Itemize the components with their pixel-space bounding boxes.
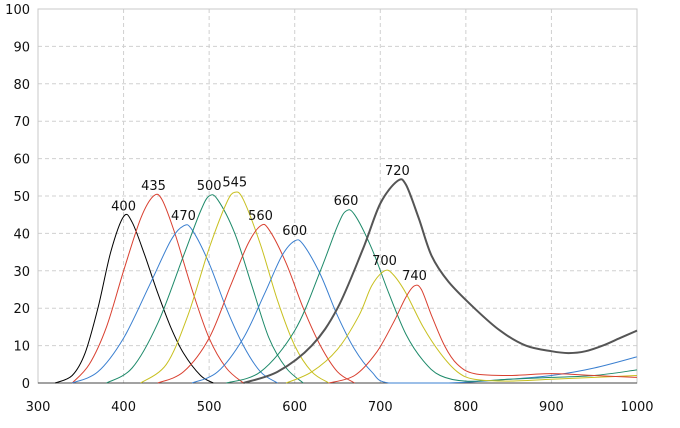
y-tick-label: 60 <box>13 153 30 168</box>
series-line-660 <box>226 209 638 384</box>
y-tick-label: 70 <box>13 115 30 130</box>
series-line-400 <box>54 213 214 384</box>
peak-label-400: 400 <box>111 200 136 215</box>
series-line-560 <box>157 223 355 384</box>
series-line-600 <box>191 239 638 384</box>
peak-label-545: 545 <box>222 175 247 190</box>
series-line-470 <box>71 224 278 384</box>
peak-label-740: 740 <box>402 269 427 284</box>
y-tick-label: 0 <box>22 377 30 392</box>
plot-frame <box>37 8 638 384</box>
gridlines <box>38 9 637 383</box>
peak-label-500: 500 <box>197 179 222 194</box>
y-tick-label: 10 <box>13 340 30 355</box>
y-tick-label: 50 <box>13 190 30 205</box>
series-line-720 <box>243 178 638 384</box>
series-line-500 <box>106 194 304 384</box>
peak-label-600: 600 <box>282 224 307 239</box>
y-tick-label: 40 <box>13 227 30 242</box>
x-tick-label: 700 <box>368 400 393 415</box>
x-tick-label: 300 <box>26 400 51 415</box>
x-tick-label: 1000 <box>620 400 653 415</box>
y-tick-labels: 0 10 20 30 40 50 60 70 80 90 100 <box>5 3 30 392</box>
peak-label-560: 560 <box>248 209 273 224</box>
series-line-435 <box>71 193 244 384</box>
peak-label-660: 660 <box>334 194 359 209</box>
series-line-700 <box>285 269 638 384</box>
peak-label-435: 435 <box>141 179 166 194</box>
x-tick-label: 500 <box>197 400 222 415</box>
x-tick-label: 900 <box>539 400 564 415</box>
y-tick-label: 80 <box>13 78 30 93</box>
series-line-545 <box>140 191 330 384</box>
x-tick-label: 600 <box>282 400 307 415</box>
y-tick-label: 90 <box>13 40 30 55</box>
x-tick-labels: 300 400 500 600 700 800 900 1000 <box>26 400 654 415</box>
peak-label-700: 700 <box>372 254 397 269</box>
peak-label-720: 720 <box>385 164 410 179</box>
y-tick-label: 100 <box>5 3 30 18</box>
series-lines <box>54 178 638 384</box>
x-tick-label: 400 <box>111 400 136 415</box>
x-tick-label: 800 <box>453 400 478 415</box>
y-tick-label: 20 <box>13 302 30 317</box>
peak-label-470: 470 <box>171 209 196 224</box>
y-tick-label: 30 <box>13 265 30 280</box>
series-line-740 <box>328 284 638 384</box>
